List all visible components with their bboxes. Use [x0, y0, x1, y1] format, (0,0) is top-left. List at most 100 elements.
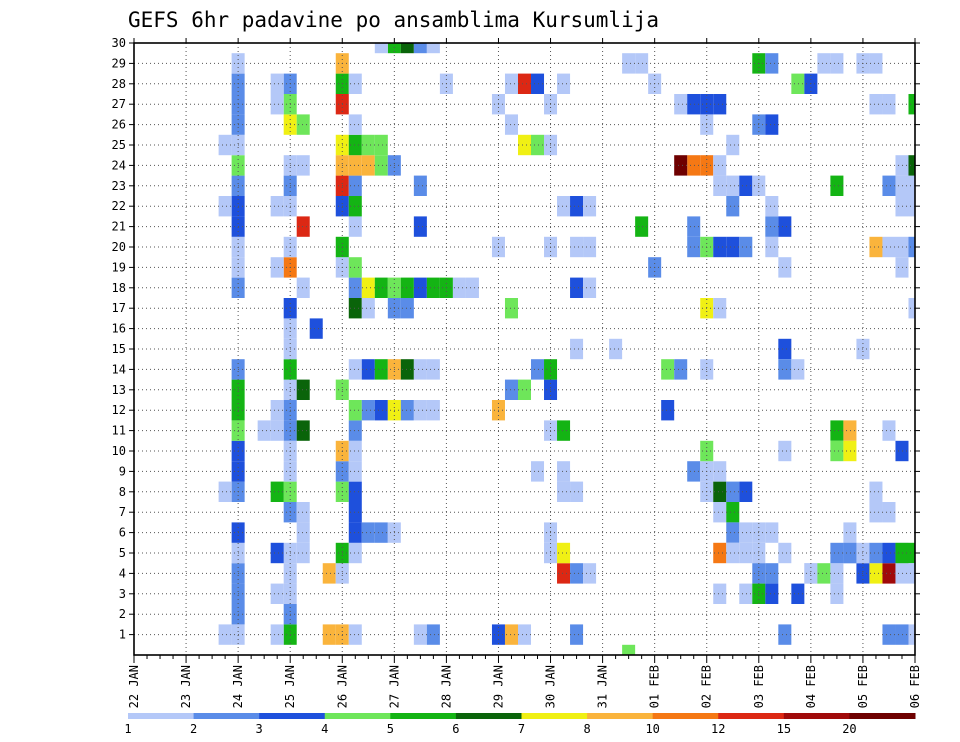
heatmap-cell	[583, 196, 597, 217]
y-tick-label: 23	[112, 179, 126, 193]
heatmap-cell	[426, 400, 440, 421]
heatmap-cell	[791, 583, 805, 604]
y-tick-label: 25	[112, 138, 126, 152]
heatmap-cell	[765, 236, 779, 258]
heatmap-cell	[713, 298, 727, 319]
heatmap-cell	[296, 542, 310, 564]
heatmap-cell	[882, 420, 896, 441]
heatmap-cell	[765, 522, 779, 543]
x-tick-label: 22 JAN	[127, 665, 141, 708]
heatmap-cell	[765, 196, 779, 217]
heatmap-cell	[348, 196, 362, 217]
heatmap-cell	[778, 257, 792, 278]
heatmap-cell	[895, 196, 909, 217]
heatmap-cell	[361, 155, 375, 176]
heatmap-cell	[413, 277, 427, 298]
heatmap-cell	[270, 73, 284, 94]
y-tick-label: 14	[112, 362, 126, 376]
heatmap-cell	[348, 502, 362, 523]
heatmap-cell	[270, 542, 284, 564]
heatmap-cell	[895, 563, 909, 584]
heatmap-cell	[726, 134, 740, 156]
y-tick-label: 15	[112, 342, 126, 356]
colorbar-label: 4	[321, 722, 328, 736]
heatmap-cell	[296, 420, 310, 441]
y-tick-label: 21	[112, 220, 126, 234]
y-tick-label: 6	[119, 526, 126, 540]
heatmap-cell	[426, 359, 440, 380]
heatmap-cell	[361, 359, 375, 380]
heatmap-cell	[348, 542, 362, 564]
heatmap-cell	[218, 624, 232, 645]
heatmap-cell	[895, 542, 909, 564]
heatmap-cell	[348, 420, 362, 441]
heatmap-cell	[413, 43, 427, 54]
colorbar-swatch	[259, 713, 326, 719]
colorbar: 1 2 3 4 5 6 7 8 10 12 15 20	[124, 713, 916, 736]
heatmap-cell	[374, 522, 388, 543]
y-tick-label: 5	[119, 546, 126, 560]
heatmap-cell	[687, 216, 701, 237]
heatmap-cell	[908, 175, 915, 196]
heatmap-cell	[635, 216, 649, 237]
heatmap-cell	[400, 277, 414, 298]
colorbar-label: 3	[256, 722, 263, 736]
x-tick-label: 24 JAN	[231, 665, 245, 708]
heatmap-cell	[517, 73, 532, 94]
x-tick-label: 30 JAN	[544, 665, 558, 708]
colorbar-swatch	[521, 713, 588, 719]
heatmap-cell	[908, 563, 915, 584]
y-tick-label: 24	[112, 158, 126, 172]
colorbar-swatch	[128, 713, 195, 719]
heatmap-cell	[713, 175, 727, 196]
heatmap-cell	[609, 338, 623, 360]
y-tick-label: 22	[112, 199, 126, 213]
colorbar-swatch	[390, 713, 457, 719]
heatmap-cell	[869, 53, 883, 74]
heatmap-cell	[504, 379, 518, 400]
heatmap-cell	[739, 542, 753, 564]
x-tick-label: 02 FEB	[700, 665, 714, 708]
heatmap-cell	[843, 440, 857, 462]
heatmap-cell	[348, 522, 362, 543]
y-tick-label: 27	[112, 97, 126, 111]
colorbar-swatch	[849, 713, 916, 719]
heatmap-cell	[908, 542, 915, 564]
heatmap-cell	[869, 481, 883, 502]
y-tick-label: 13	[112, 383, 126, 397]
heatmap-cell	[570, 277, 584, 298]
heatmap-cell	[817, 53, 831, 74]
heatmap-cell	[661, 400, 675, 421]
heatmap-cell	[400, 359, 414, 380]
heatmap-cell	[791, 359, 805, 380]
heatmap-cell	[674, 359, 688, 380]
heatmap-cell	[465, 277, 479, 298]
heatmap-cell	[374, 155, 388, 176]
heatmap-cell	[557, 73, 571, 94]
heatmap-cell	[557, 563, 571, 584]
heatmap-cell	[869, 236, 883, 258]
heatmap-cell	[348, 114, 362, 135]
heatmap-cell	[882, 175, 896, 196]
heatmap-cell	[570, 196, 584, 217]
heatmap-cell	[882, 542, 896, 564]
y-tick-label: 3	[119, 587, 126, 601]
y-tick-label: 16	[112, 322, 126, 336]
heatmap-cell	[843, 522, 857, 543]
heatmap-cell	[687, 461, 701, 482]
heatmap-cell	[687, 155, 701, 176]
colorbar-label: 1	[124, 722, 131, 736]
y-tick-label: 9	[119, 464, 126, 478]
heatmap-cell	[413, 216, 427, 237]
x-tick-label: 03 FEB	[752, 665, 766, 708]
heatmap-cell	[830, 542, 844, 564]
heatmap-cell	[765, 563, 779, 584]
heatmap-cell	[739, 236, 753, 258]
heatmap-cell	[361, 134, 375, 156]
heatmap-cell	[908, 155, 915, 176]
heatmap-cell	[570, 624, 584, 645]
heatmap-cell	[830, 583, 844, 604]
heatmap-cell	[374, 400, 388, 421]
colorbar-label: 20	[842, 722, 856, 736]
